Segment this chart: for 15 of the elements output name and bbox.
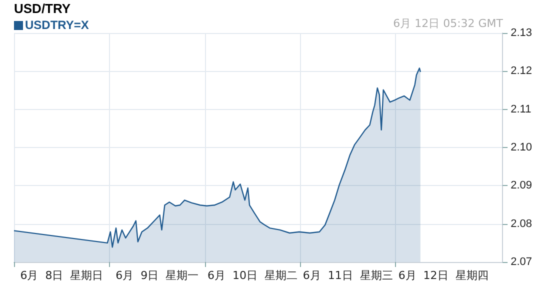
chart-title: USD/TRY — [14, 1, 71, 16]
legend-label: USDTRY=X — [25, 18, 89, 32]
y-tick-label: 2.10 — [510, 142, 532, 154]
x-tick-label: 6月 8日 星期日 — [20, 269, 104, 282]
x-tick-label: 6月 11日 星期三 — [302, 269, 393, 282]
y-tick-label: 2.12 — [510, 65, 532, 78]
y-tick-label: 2.07 — [510, 256, 532, 268]
x-tick-label: 6月 12日 星期四 — [398, 269, 488, 282]
x-tick-label: 6月 9日 星期一 — [116, 269, 199, 282]
x-tick-label: 6月 10日 星期二 — [208, 269, 298, 282]
y-tick-label: 2.08 — [510, 218, 532, 230]
y-tick-label: 2.13 — [510, 27, 532, 39]
y-tick-label: 2.09 — [510, 180, 532, 192]
text: 6月 12日 05:32 GMT — [393, 17, 504, 30]
y-tick-label: 2.11 — [510, 103, 532, 116]
